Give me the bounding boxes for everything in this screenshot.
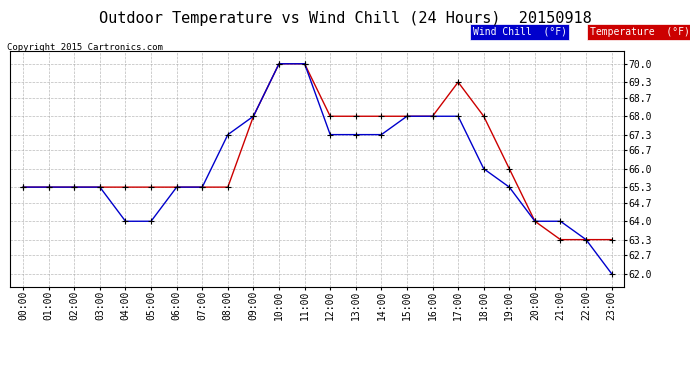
Text: Wind Chill  (°F): Wind Chill (°F) — [473, 27, 566, 37]
Text: Temperature  (°F): Temperature (°F) — [590, 27, 690, 37]
Text: Outdoor Temperature vs Wind Chill (24 Hours)  20150918: Outdoor Temperature vs Wind Chill (24 Ho… — [99, 11, 591, 26]
Text: Copyright 2015 Cartronics.com: Copyright 2015 Cartronics.com — [7, 43, 163, 52]
